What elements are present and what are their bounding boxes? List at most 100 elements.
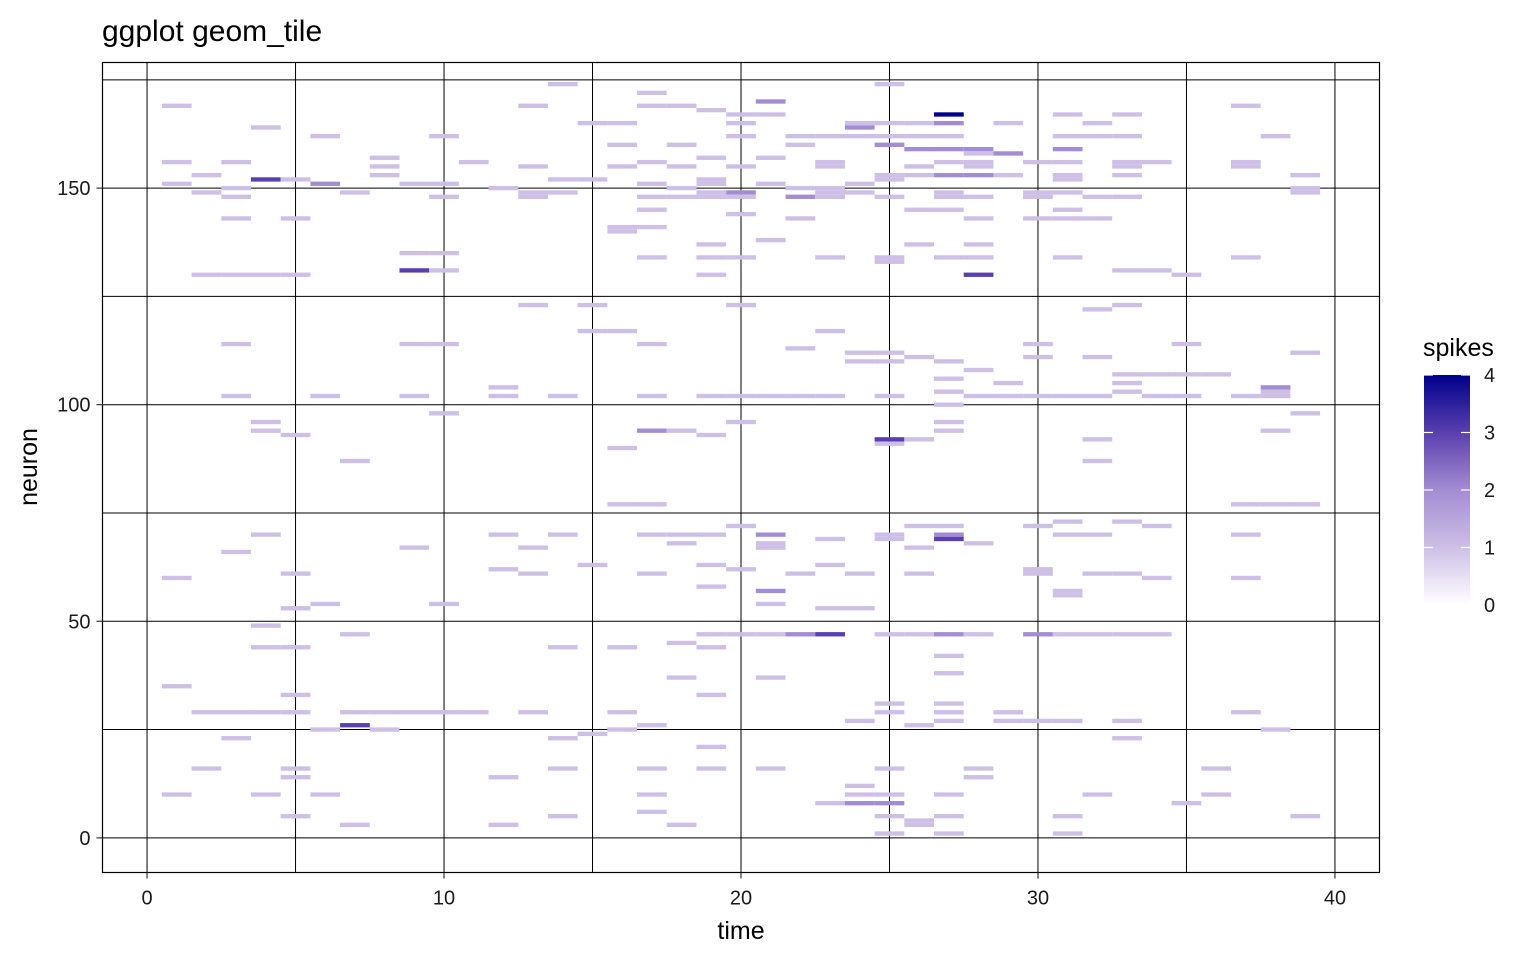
tile — [577, 302, 608, 308]
tile — [815, 255, 845, 260]
tile — [726, 133, 756, 139]
tile — [191, 766, 222, 771]
tile — [637, 341, 667, 347]
tile — [1260, 385, 1291, 390]
legend: spikes 0 1 2 3 4 — [1423, 334, 1495, 617]
tile — [1023, 190, 1053, 195]
tile — [488, 822, 519, 828]
tile — [161, 792, 192, 797]
tile — [934, 190, 964, 195]
tile — [340, 632, 370, 637]
legend-tick-label: 4 — [1484, 365, 1495, 387]
tile — [785, 632, 816, 637]
tile — [1231, 532, 1261, 537]
tile — [1052, 216, 1083, 221]
tile — [280, 432, 311, 438]
tile — [1260, 133, 1291, 139]
tile — [429, 341, 459, 347]
tile — [607, 445, 638, 451]
tile — [1052, 207, 1083, 212]
tile — [1082, 120, 1113, 126]
tile — [1082, 393, 1113, 399]
tile — [993, 710, 1024, 715]
tile — [696, 766, 727, 771]
tile — [1023, 341, 1053, 347]
tile — [874, 701, 905, 706]
tile — [577, 328, 608, 334]
tile — [518, 302, 548, 308]
tile — [310, 181, 341, 186]
tile — [518, 103, 548, 108]
tile — [429, 194, 459, 199]
tile — [161, 684, 192, 689]
tile — [1201, 372, 1232, 377]
tile — [934, 831, 964, 836]
tile — [726, 523, 756, 529]
tile — [904, 133, 935, 139]
tile — [518, 571, 548, 576]
tile — [547, 532, 578, 537]
tile — [963, 146, 994, 152]
tile — [1171, 272, 1202, 277]
tile — [1082, 437, 1113, 442]
tile — [488, 185, 519, 191]
tile — [310, 792, 341, 797]
tile — [904, 523, 935, 529]
tile — [1052, 632, 1083, 637]
tile — [844, 190, 875, 195]
tile — [161, 103, 192, 108]
tile — [1052, 814, 1083, 819]
tile — [1052, 718, 1083, 724]
tile — [250, 272, 281, 277]
tile — [963, 255, 994, 260]
tile — [785, 185, 816, 191]
tile — [785, 142, 816, 147]
tile — [963, 775, 994, 780]
tile — [934, 359, 964, 364]
legend-tick-label: 3 — [1484, 423, 1495, 445]
tile — [488, 567, 519, 572]
tile — [547, 81, 578, 87]
tile — [340, 710, 370, 715]
tile — [696, 242, 727, 247]
tile — [1052, 519, 1083, 524]
tile — [1052, 588, 1083, 594]
tile — [1231, 159, 1261, 165]
tile — [874, 766, 905, 771]
tile — [1082, 532, 1113, 537]
tile — [844, 571, 875, 576]
x-tick-label: 20 — [730, 888, 752, 910]
tile — [1260, 428, 1291, 433]
tile — [904, 164, 935, 169]
tile — [1231, 164, 1261, 169]
tile — [726, 419, 756, 425]
tile — [993, 380, 1024, 386]
legend-title: spikes — [1423, 334, 1494, 362]
x-tick-label: 40 — [1324, 888, 1346, 910]
tile — [1171, 372, 1202, 377]
tile — [1260, 389, 1291, 394]
tile — [696, 177, 727, 182]
chart-title: ggplot geom_tile — [102, 15, 322, 48]
tile — [1082, 458, 1113, 464]
tile — [1112, 519, 1142, 524]
tile — [1052, 159, 1083, 165]
tile — [934, 120, 964, 126]
tile — [191, 272, 222, 277]
tile — [1023, 354, 1053, 360]
tile — [934, 632, 964, 637]
tile — [1141, 372, 1172, 377]
tile — [1052, 393, 1083, 399]
tile — [993, 120, 1024, 126]
tile — [1112, 268, 1142, 273]
tile — [1052, 593, 1083, 598]
tiles-layer — [161, 81, 1321, 836]
tile — [726, 302, 756, 308]
tile — [934, 194, 964, 199]
tile — [815, 133, 845, 139]
x-axis-title: time — [717, 917, 764, 945]
tile — [637, 194, 667, 199]
tile — [1231, 393, 1261, 399]
tile — [369, 155, 400, 160]
tile — [429, 133, 459, 139]
